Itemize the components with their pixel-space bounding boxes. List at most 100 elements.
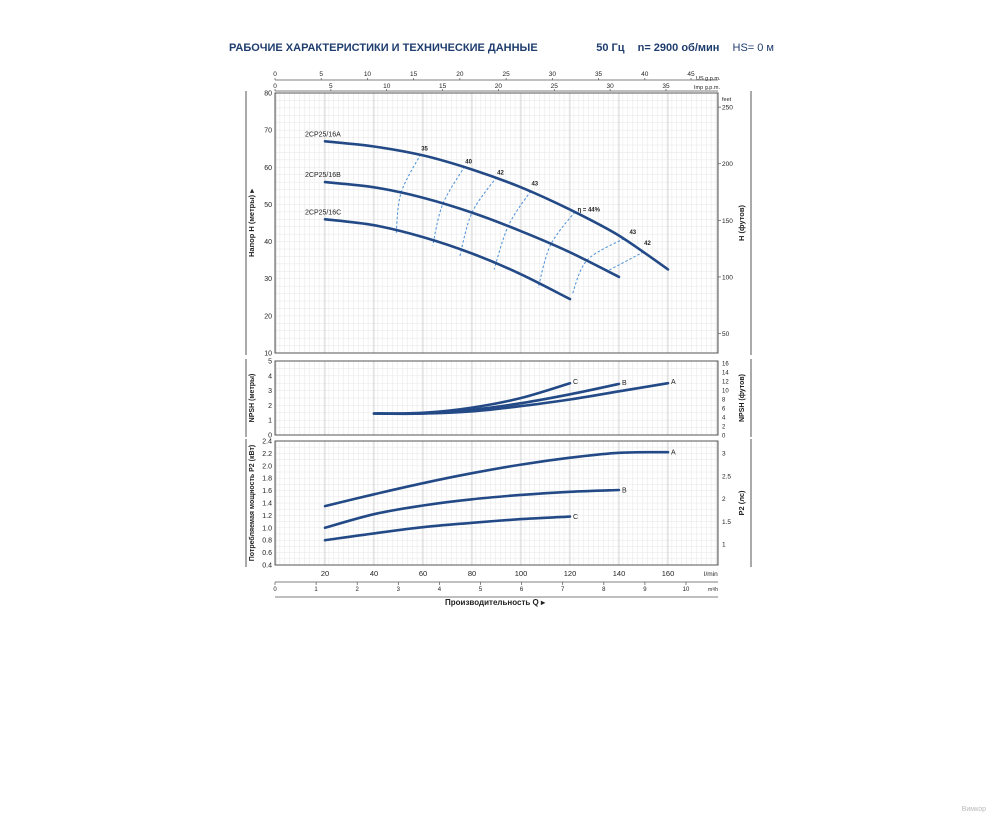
hp-tick-label: 3 [722, 450, 726, 457]
power-frame [274, 440, 719, 566]
imp-gpm-tick-label: 30 [607, 83, 615, 90]
head-y-tick-label: 70 [264, 128, 272, 135]
us-gpm-unit: US g.p.m. [696, 76, 721, 82]
npsh-feet-tick-label: 8 [722, 397, 726, 403]
x-unit-m3h: m³/h [708, 587, 718, 593]
head-series-label: 2CP25/16B [305, 172, 341, 179]
x-tick-label-lmin: 160 [662, 569, 675, 578]
x-tick-label-lmin: 100 [515, 569, 528, 578]
head-curve-2CP25/16C [323, 218, 572, 301]
power-y-tick-label: 2.4 [262, 439, 272, 446]
feet-tick-label: 200 [722, 161, 733, 168]
x-tick-label-lmin: 20 [321, 569, 329, 578]
npsh-feet-tick-label: 10 [722, 388, 729, 394]
power-curve-C [323, 515, 572, 542]
x-tick-label-lmin: 60 [419, 569, 427, 578]
power-y-tick-label: 2.2 [262, 451, 272, 458]
x-tick-label-m3h: 9 [643, 587, 647, 593]
imp-gpm-tick-label: 5 [329, 83, 333, 90]
feet-tick-label: 150 [722, 218, 733, 225]
watermark: Вимкор [961, 806, 986, 813]
efficiency-iso-line [493, 190, 532, 270]
feet-tick-label: 50 [722, 331, 730, 338]
power-y-tick-label: 0.4 [262, 563, 272, 570]
x-tick-label-m3h: 1 [314, 587, 318, 593]
npsh-grid [274, 360, 719, 436]
x-tick-label-m3h: 5 [479, 587, 483, 593]
x-tick-label-lmin: 140 [613, 569, 626, 578]
x-tick-label-m3h: 6 [520, 587, 524, 593]
head-y-tick-label: 10 [264, 351, 272, 358]
us-gpm-tick-label: 45 [687, 71, 695, 78]
x-tick-label-m3h: 8 [602, 587, 606, 593]
power-right-axis-label: P2 (лс) [737, 490, 746, 516]
power-series-label: A [671, 450, 676, 457]
head-series-label: 2CP25/16A [305, 131, 341, 138]
us-gpm-tick-label: 10 [364, 71, 372, 78]
power-y-tick-label: 0.8 [262, 538, 272, 545]
hp-tick-label: 1.5 [722, 519, 731, 526]
head-grid [274, 92, 719, 354]
hp-tick-label: 2.5 [722, 473, 731, 480]
npsh-y-tick-label: 0 [268, 433, 272, 440]
power-y-tick-label: 1.2 [262, 513, 272, 520]
us-gpm-tick-label: 25 [502, 71, 510, 78]
npsh-right-axis-label: NPSH (футов) [739, 374, 746, 422]
x-tick-label-m3h: 0 [273, 587, 277, 593]
us-gpm-tick-label: 15 [410, 71, 418, 78]
power-y-tick-label: 1.6 [262, 488, 272, 495]
efficiency-label: 42 [497, 170, 504, 176]
head-series-label: 2CP25/16C [305, 209, 341, 216]
efficiency-iso-line [395, 154, 422, 235]
efficiency-label: 42 [644, 241, 651, 247]
efficiency-label: 35 [421, 146, 428, 152]
head-y-tick-label: 80 [264, 91, 272, 98]
npsh-y-tick-label: 2 [268, 403, 272, 410]
imp-gpm-tick-label: 15 [439, 83, 447, 90]
head-y-tick-label: 20 [264, 313, 272, 320]
npsh-y-axis-label: NPSH (метры) [249, 374, 256, 423]
power-y-axis-label: Потребляемая мощность P2 (кВт) [248, 445, 256, 561]
npsh-y-tick-label: 5 [268, 359, 272, 366]
us-gpm-tick-label: 5 [319, 71, 323, 78]
npsh-feet-tick-label: 0 [722, 434, 726, 440]
efficiency-label: η = 44% [577, 208, 600, 214]
efficiency-label: 43 [629, 230, 636, 236]
imp-gpm-tick-label: 20 [495, 83, 503, 90]
npsh-curve-C [372, 381, 572, 415]
npsh-feet-tick-label: 16 [722, 361, 729, 367]
efficiency-label: 40 [465, 159, 472, 165]
chart-title: РАБОЧИЕ ХАРАКТЕРИСТИКИ И ТЕХНИЧЕСКИЕ ДАН… [229, 42, 538, 54]
chart-header: РАБОЧИЕ ХАРАКТЕРИСТИКИ И ТЕХНИЧЕСКИЕ ДАН… [229, 42, 774, 60]
feet-unit-label: feet [722, 97, 732, 103]
imp-gpm-tick-label: 35 [662, 83, 670, 90]
npsh-y-tick-label: 4 [268, 373, 272, 380]
efficiency-iso-line [459, 177, 497, 257]
efficiency-iso-line [432, 166, 466, 246]
power-series-label: C [573, 514, 578, 521]
x-tick-label-lmin: 40 [370, 569, 378, 578]
imp-gpm-tick-label: 0 [273, 83, 277, 90]
x-tick-label-m3h: 3 [397, 587, 401, 593]
power-y-tick-label: 1.8 [262, 476, 272, 483]
frequency-label: 50 Гц [596, 42, 625, 54]
npsh-feet-tick-label: 4 [722, 415, 726, 421]
head-y-axis-label: Напор H (метры) ▸ [247, 188, 256, 257]
x-tick-label-lmin: 80 [468, 569, 476, 578]
x-unit-lmin: l/min [704, 571, 718, 578]
efficiency-label: 43 [531, 182, 538, 188]
npsh-feet-tick-label: 12 [722, 379, 729, 385]
head-frame [274, 92, 719, 354]
x-tick-label-m3h: 2 [356, 587, 360, 593]
head-y-tick-label: 60 [264, 165, 272, 172]
hp-tick-label: 2 [722, 496, 726, 503]
power-y-tick-label: 1.0 [262, 525, 272, 532]
x-tick-label-m3h: 10 [683, 587, 690, 593]
npsh-series-label: C [573, 379, 578, 386]
feet-tick-label: 100 [722, 274, 733, 281]
power-y-tick-label: 0.6 [262, 550, 272, 557]
power-grid [274, 440, 719, 566]
power-y-tick-label: 2.0 [262, 463, 272, 470]
us-gpm-tick-label: 20 [456, 71, 464, 78]
x-tick-label-lmin: 120 [564, 569, 577, 578]
